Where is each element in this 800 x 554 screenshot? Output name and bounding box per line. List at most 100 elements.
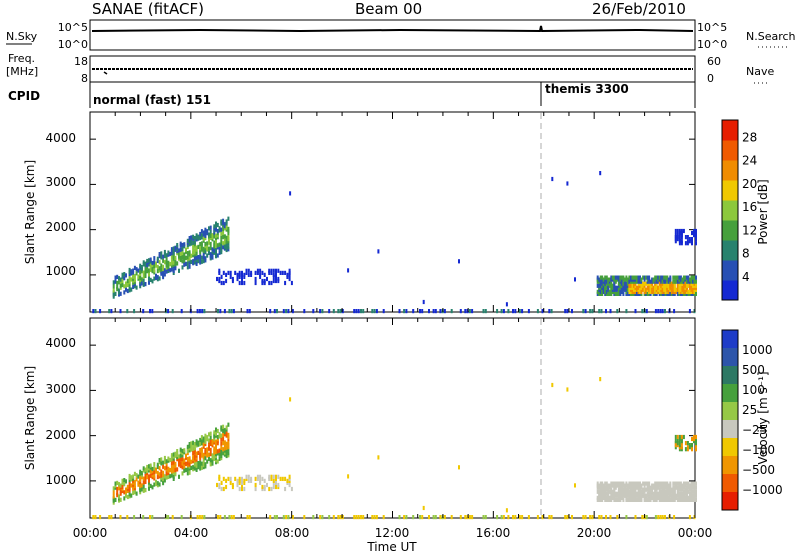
power-cell [660,283,663,288]
velocity-cell [645,515,648,520]
power-cell [685,279,688,284]
velocity-cell [625,515,628,520]
velocity-cell [468,515,471,520]
power-cell [582,309,585,314]
velocity-cell [637,481,640,486]
velocity-cell [238,476,241,481]
velocity-cell [174,461,177,467]
power-cell [188,264,191,269]
power-cell [328,309,331,314]
velocity-cell [140,471,143,476]
power-cell [652,277,655,282]
power-cell [625,275,628,280]
power-cell [178,248,180,253]
velocity-cell [690,481,693,486]
velocity-cell [678,443,681,448]
velocity-cell [118,494,120,499]
power-cell [114,275,117,280]
velocity-cell [153,466,156,471]
velocity-colorbar-bin [722,330,738,349]
power-colorbar-bin [722,240,738,261]
velocity-cell [158,466,161,471]
power-y-axis: 1000 2000 3000 4000 [45,131,695,278]
power-cell [199,260,202,265]
velocity-cell [353,515,356,520]
power-cell [222,241,225,246]
velocity-cell [681,483,684,488]
velocity-cell [220,425,223,430]
velocity-cell [220,437,223,442]
velocity-cell [605,515,607,520]
velocity-cell [169,457,172,463]
velocity-cell [119,489,122,494]
nsky-tick-top: 10^5 [58,21,88,34]
velocity-cell [119,515,122,520]
power-cell [213,224,216,229]
power-cell [200,229,203,234]
velocity-cell [179,457,182,462]
velocity-cell [284,476,287,481]
velocity-cell [641,515,644,520]
power-colorbar-frame [721,119,739,301]
velocity-cell [691,436,693,442]
xtick-4: 16:00 [476,526,511,540]
velocity-cell [151,466,154,472]
power-cell [151,309,154,314]
power-cell [169,268,172,273]
power-cell [512,309,514,314]
velocity-cell [676,497,679,502]
power-colorbar-bin [722,160,738,181]
power-cell [670,281,673,286]
power-cell [160,255,163,260]
velocity-cell [151,515,154,520]
velocity-cell [160,457,163,462]
power-cell [200,259,203,264]
velocity-cell [672,485,675,490]
power-cell [206,241,209,246]
power-cell [261,270,264,275]
velocity-cell [211,439,214,444]
velocity-cell [174,451,177,456]
power-ytick-4000: 4000 [45,131,76,145]
velocity-cell [598,483,601,488]
power-cell [225,235,228,240]
power-cell [692,283,694,288]
power-cell [203,309,206,314]
power-cell [270,268,273,273]
xtick-6: 00:00 [678,526,713,540]
velocity-colorbar-tick: −100 [742,443,775,457]
velocity-cell [204,448,207,453]
power-cell [666,275,669,280]
power-cell [142,282,145,287]
power-cell [642,275,645,280]
velocity-cell [428,515,430,520]
power-cell [623,277,626,282]
power-cell [181,265,184,270]
power-cell [646,275,649,280]
power-cell [649,279,652,284]
power-cell [268,268,271,273]
velocity-ytick-3000: 3000 [45,382,76,396]
power-cell [290,280,293,286]
power-cell [209,252,212,257]
velocity-cell [130,493,133,498]
nsearch-tick-top: 10^5 [697,21,727,34]
velocity-cell [272,484,275,490]
velocity-cell [179,447,182,452]
velocity-cell [199,448,202,453]
power-cell [215,239,217,244]
power-cell [174,255,177,261]
power-cell [678,237,681,242]
cpid-label: CPID [8,89,40,103]
velocity-cell [645,493,648,498]
power-cell [241,278,243,284]
velocity-cell [643,487,646,492]
power-cell [616,291,619,296]
power-cell [646,291,649,296]
velocity-cell [192,454,195,460]
velocity-cell [589,515,592,520]
power-cell [675,287,678,292]
velocity-cell [209,431,212,436]
power-cell [146,258,149,264]
velocity-cell [234,476,237,481]
